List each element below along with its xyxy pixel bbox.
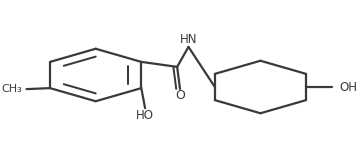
Text: HN: HN	[180, 33, 197, 46]
Text: O: O	[175, 89, 185, 102]
Text: HO: HO	[136, 109, 154, 122]
Text: CH₃: CH₃	[1, 84, 22, 94]
Text: OH: OH	[339, 81, 357, 93]
